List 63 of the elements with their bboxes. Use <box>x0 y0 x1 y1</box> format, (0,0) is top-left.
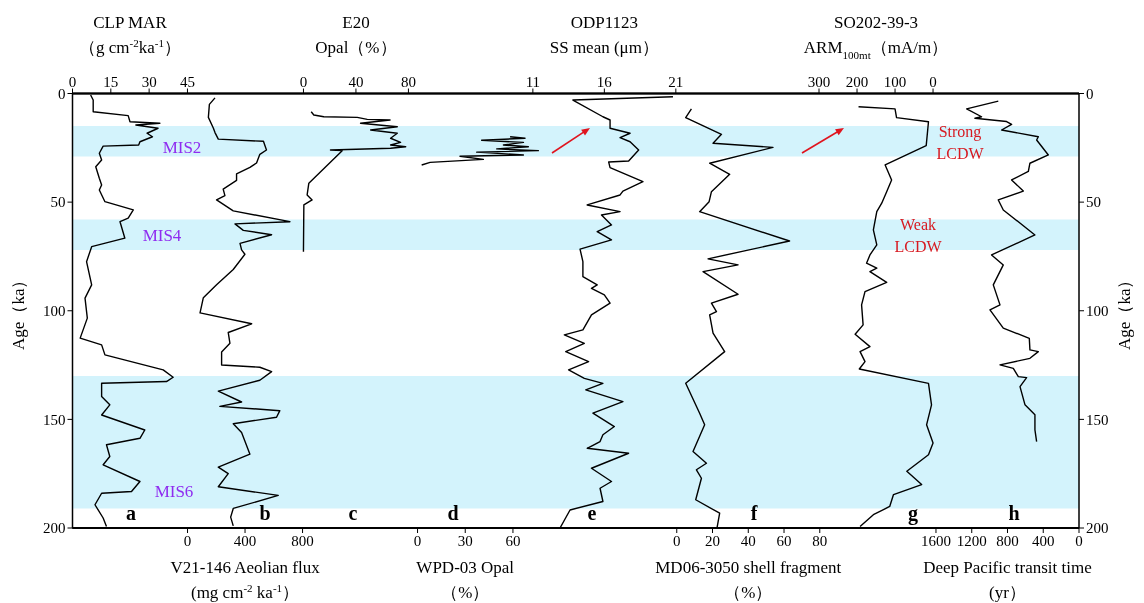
x-tick-label: 200 <box>845 73 869 90</box>
annotation: e <box>587 502 597 524</box>
x-axis-title: MD06-3050 shell fragment （%） <box>655 558 842 602</box>
x-tick-label: 21 <box>668 73 684 90</box>
x-tick-label: 400 <box>1032 532 1055 549</box>
x-axis-title: WPD-03 Opal （%） <box>416 558 515 602</box>
annotation: Weak LCDW <box>894 216 943 255</box>
x-tick-label: 80 <box>400 73 416 90</box>
x-axis-title: V21-146 Aeolian flux (mg cm$^{-2}$ ka$^{-1}$） <box>170 558 321 602</box>
y-tick-label: 200 <box>43 520 66 537</box>
annotation: Strong LCDW <box>936 123 985 162</box>
x-tick-label: 60 <box>776 532 792 549</box>
x-tick-label: 100 <box>883 73 907 90</box>
y2-tick-label: 200 <box>1086 520 1109 537</box>
x-tick-label: 60 <box>505 532 521 549</box>
y-tick-label: 0 <box>58 85 66 102</box>
x-tick-label: 800 <box>996 532 1019 549</box>
y2-tick-label: 150 <box>1086 411 1109 428</box>
x-tick-label: 0 <box>673 532 681 549</box>
y-tick-label: 100 <box>43 303 66 320</box>
x-tick-label: 0 <box>68 73 77 90</box>
x-tick-label: 40 <box>348 73 364 90</box>
annotation: h <box>1008 502 1020 524</box>
x-tick-label: 11 <box>525 73 541 90</box>
x-tick-label: 30 <box>457 532 473 549</box>
x-tick-label: 30 <box>141 73 157 90</box>
annotation: c <box>348 502 358 524</box>
x-tick-label: 1200 <box>956 532 987 549</box>
x-axis-title: CLP MAR （g cm$^{-2}$ka$^{-1}$） <box>78 13 181 57</box>
y2-tick-label: 0 <box>1086 85 1094 102</box>
annotation: b <box>259 502 271 524</box>
annotation: a <box>126 502 136 524</box>
annotation: d <box>447 502 459 524</box>
y-axis-title: Age（ka） <box>9 271 28 350</box>
x-tick-label: 400 <box>233 532 257 549</box>
band-label: MIS6 <box>154 482 194 502</box>
x-tick-label: 45 <box>179 73 195 90</box>
annotation: f <box>750 502 758 524</box>
x-tick-label: 0 <box>299 73 308 90</box>
annotation: g <box>908 502 918 525</box>
band-label: MIS4 <box>142 225 182 245</box>
x-tick-label: 0 <box>183 532 192 549</box>
x-tick-label: 15 <box>103 73 119 90</box>
x-tick-label: 300 <box>807 73 831 90</box>
x-axis-title: ODP1123 SS mean (μm） <box>549 13 659 57</box>
y-tick-label: 50 <box>50 194 66 211</box>
x-tick-label: 0 <box>413 532 422 549</box>
x-tick-label: 20 <box>705 532 721 549</box>
x-tick-label: 0 <box>929 73 937 90</box>
x-axis-title: Deep Pacific transit time (yr） <box>923 558 1092 602</box>
x-tick-label: 80 <box>812 532 828 549</box>
x-axis-title: E20 Opal（%） <box>315 13 397 57</box>
y2-tick-label: 50 <box>1086 194 1101 211</box>
x-tick-label: 0 <box>1075 532 1083 549</box>
y-tick-label: 150 <box>43 411 66 428</box>
x-tick-label: 800 <box>291 532 314 549</box>
x-tick-label: 16 <box>596 73 613 90</box>
x-tick-label: 40 <box>740 532 756 549</box>
band-label: MIS2 <box>162 138 202 158</box>
y2-axis-title: Age（ka） <box>1115 271 1134 350</box>
x-tick-label: 1600 <box>920 532 951 549</box>
y2-tick-label: 100 <box>1086 303 1109 320</box>
x-axis-title: SO202-39-3 ARM$_{100mt}$（mA/m） <box>803 13 949 61</box>
